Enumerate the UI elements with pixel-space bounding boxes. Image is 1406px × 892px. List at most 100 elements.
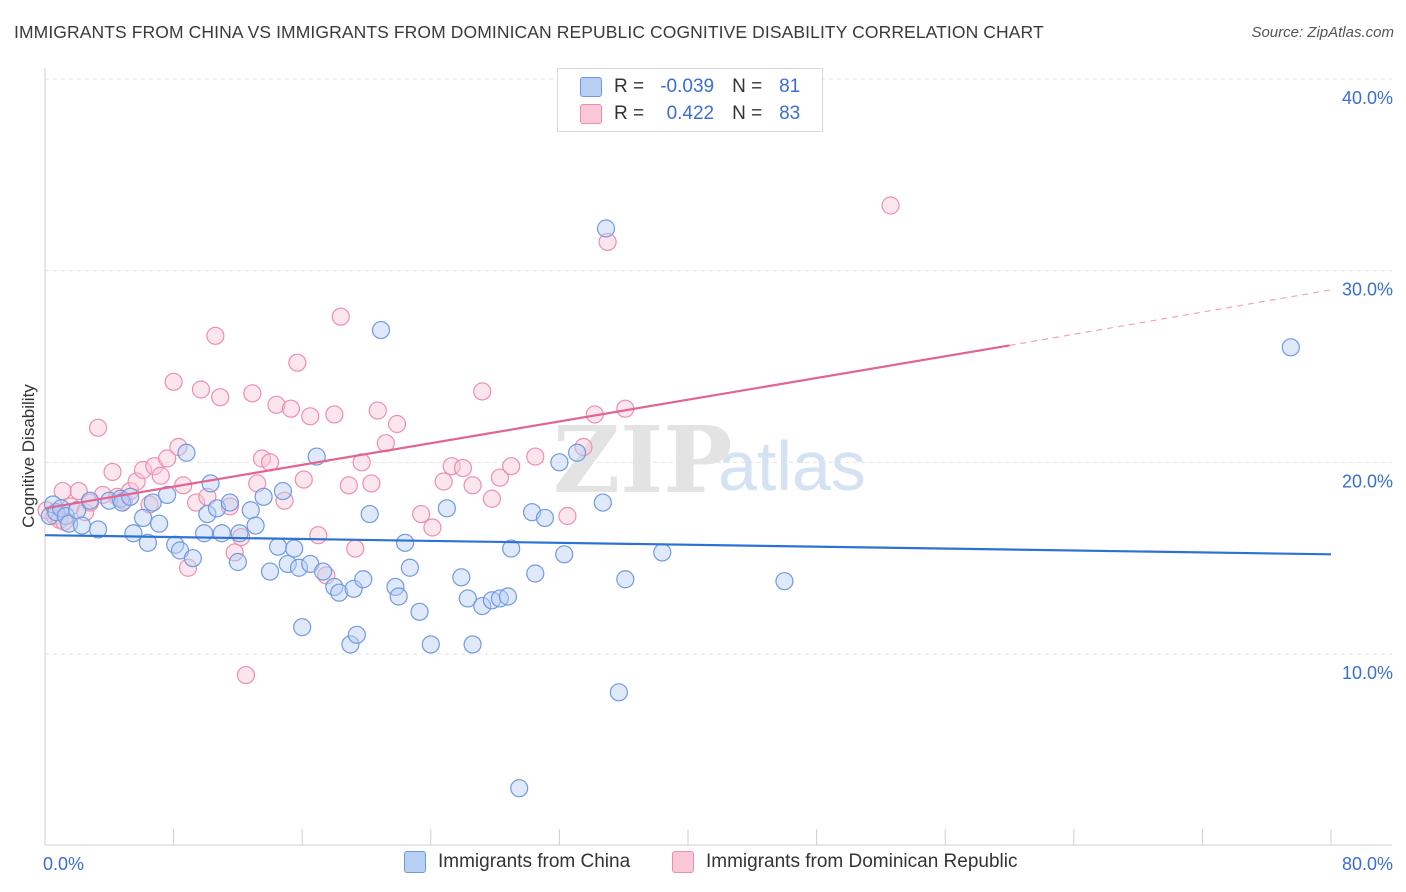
- data-point-china: [344, 579, 363, 598]
- legend-r-value-china: -0.039: [660, 76, 715, 97]
- data-point-dominican: [294, 470, 313, 489]
- data-point-china: [609, 683, 628, 702]
- data-point-china: [1281, 338, 1300, 357]
- data-point-china: [220, 493, 239, 512]
- legend-n-label: N =: [732, 103, 763, 124]
- data-point-china: [293, 618, 312, 637]
- data-point-china: [72, 516, 92, 535]
- legend-row-dominican: R = 0.422 N = 83: [580, 102, 800, 126]
- data-point-china: [653, 543, 672, 562]
- data-point-china: [473, 596, 492, 616]
- data-point-china: [241, 501, 260, 520]
- data-point-dominican: [339, 476, 358, 495]
- y-tick-label: 40.0%: [1342, 88, 1393, 108]
- data-point-china: [616, 570, 635, 589]
- data-point-dominican: [288, 353, 307, 372]
- data-point-china: [201, 474, 220, 493]
- y-tick-label: 10.0%: [1342, 663, 1393, 683]
- data-point-china: [502, 539, 521, 558]
- data-point-china: [596, 219, 616, 238]
- data-point-china: [195, 524, 214, 543]
- data-point-dominican: [267, 395, 286, 414]
- data-point-china: [410, 602, 429, 621]
- data-point-china: [526, 564, 545, 583]
- legend: R = -0.039 N = 81 R = 0.422 N = 83: [557, 68, 823, 132]
- trend-line-dominican: [44, 344, 1010, 510]
- legend-n-value-dominican: 83: [779, 103, 801, 124]
- axes: [44, 68, 1392, 846]
- y-tick-label: 20.0%: [1342, 471, 1393, 491]
- y-tick-labels: 10.0% 20.0% 30.0% 40.0%: [1342, 88, 1393, 683]
- bottom-legend-china: Immigrants from China: [404, 851, 630, 873]
- data-point-china: [313, 562, 333, 581]
- data-point-china: [458, 589, 477, 608]
- data-point-dominican: [301, 407, 320, 426]
- data-point-china: [254, 487, 273, 506]
- data-point-dominican: [187, 493, 206, 512]
- data-point-dominican: [225, 543, 244, 562]
- data-point-china: [354, 570, 373, 589]
- data-point-china: [593, 493, 612, 512]
- data-point-dominican: [178, 558, 198, 577]
- legend-r-value-dominican: 0.422: [666, 103, 715, 124]
- legend-swatch-dominican: [580, 104, 602, 124]
- data-point-china: [124, 524, 143, 543]
- y-tick-label: 30.0%: [1342, 280, 1393, 300]
- trend-lines: [44, 289, 1332, 556]
- bottom-legend-swatch-dominican: [672, 851, 694, 873]
- chart-title: IMMIGRANTS FROM CHINA VS IMMIGRANTS FROM…: [14, 22, 1044, 42]
- data-point-dominican: [309, 526, 328, 545]
- trend-line-dominican-extension: [1009, 289, 1332, 347]
- data-point-china: [550, 453, 569, 472]
- data-point-china: [177, 443, 196, 462]
- legend-r-label: R =: [614, 103, 645, 124]
- data-point-china: [395, 533, 415, 552]
- data-point-china: [260, 562, 280, 581]
- source-label: Source: ZipAtlas.com: [1251, 24, 1394, 41]
- data-point-china: [360, 504, 379, 524]
- bottom-legend-swatch-china: [404, 851, 426, 873]
- legend-row-china: R = -0.039 N = 81: [580, 75, 800, 99]
- bottom-legend-label-dominican: Immigrants from Dominican Republic: [706, 851, 1018, 872]
- data-point-dominican: [526, 447, 545, 466]
- data-point-dominican: [598, 232, 617, 252]
- data-point-china: [347, 625, 366, 644]
- data-point-china: [371, 320, 391, 340]
- data-point-dominican: [463, 476, 482, 495]
- legend-n-label: N =: [732, 76, 763, 97]
- data-point-china: [535, 508, 555, 528]
- data-point-china: [289, 558, 309, 577]
- bottom-legend-label-china: Immigrants from China: [438, 851, 631, 872]
- watermark: ZIP atlas: [553, 406, 866, 514]
- watermark-atlas: atlas: [718, 427, 866, 505]
- data-point-dominican: [206, 326, 225, 345]
- data-point-china: [421, 635, 440, 654]
- x-tick-label: 80.0%: [1342, 854, 1393, 874]
- data-point-dominican: [362, 474, 381, 493]
- data-point-china: [268, 537, 288, 556]
- data-point-china: [325, 577, 344, 597]
- data-point-dominican: [211, 388, 230, 407]
- data-point-china: [437, 499, 456, 518]
- data-point-china: [285, 539, 304, 558]
- data-point-china: [133, 508, 153, 528]
- data-point-china: [775, 572, 794, 591]
- data-point-dominican: [103, 462, 122, 482]
- bottom-legend-dominican: Immigrants from Dominican Republic: [672, 851, 1018, 873]
- x-tick-label: 0.0%: [43, 854, 84, 874]
- data-point-dominican: [453, 458, 473, 478]
- data-point-dominican: [346, 539, 365, 558]
- x-tick-labels: 0.0% 80.0%: [43, 854, 1393, 874]
- grid-lines: [45, 78, 1392, 655]
- data-point-china: [246, 516, 265, 535]
- data-point-china: [88, 520, 108, 539]
- data-point-china: [278, 554, 297, 574]
- data-point-dominican: [434, 472, 453, 491]
- data-point-china: [386, 577, 405, 597]
- data-point-dominican: [482, 489, 501, 508]
- legend-swatch-china: [580, 77, 602, 97]
- data-point-dominican: [442, 457, 461, 476]
- watermark-zip: ZIP: [553, 406, 732, 514]
- data-point-dominican: [151, 466, 170, 485]
